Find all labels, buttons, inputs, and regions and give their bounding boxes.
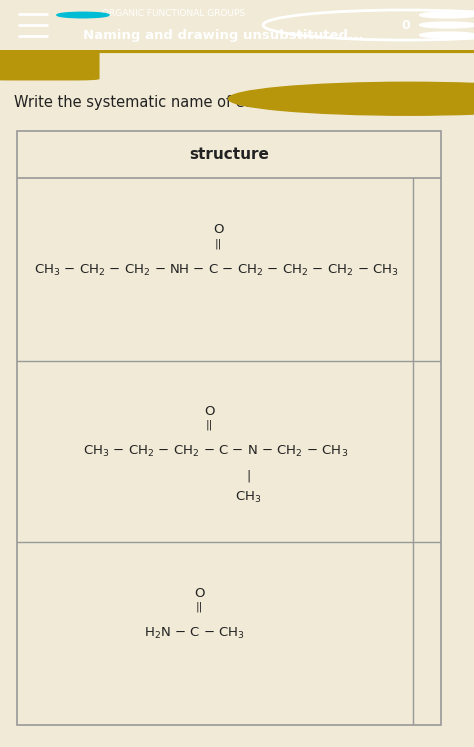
Text: ||: || bbox=[195, 602, 202, 613]
Circle shape bbox=[57, 12, 109, 18]
Text: $\mathregular{CH_3}$ $-$ $\mathregular{CH_2}$ $-$ $\mathregular{CH_2}$ $-$ $\mat: $\mathregular{CH_3}$ $-$ $\mathregular{C… bbox=[34, 263, 398, 278]
Text: O: O bbox=[213, 223, 223, 236]
Circle shape bbox=[419, 32, 474, 38]
Text: 0: 0 bbox=[401, 19, 410, 31]
Text: $\mathregular{CH_3}$: $\mathregular{CH_3}$ bbox=[235, 490, 262, 505]
Text: v: v bbox=[37, 58, 48, 73]
Text: $\mathregular{CH_3}$ $-$ $\mathregular{CH_2}$ $-$ $\mathregular{CH_2}$ $-$ $\mat: $\mathregular{CH_3}$ $-$ $\mathregular{C… bbox=[83, 444, 348, 459]
FancyBboxPatch shape bbox=[0, 52, 100, 81]
Text: Write the systematic name of each organic molecule:: Write the systematic name of each organi… bbox=[14, 95, 407, 110]
Text: Naming and drawing unsubstituted...: Naming and drawing unsubstituted... bbox=[83, 28, 364, 42]
Text: ||: || bbox=[214, 238, 222, 249]
Text: ORGANIC FUNCTIONAL GROUPS: ORGANIC FUNCTIONAL GROUPS bbox=[102, 9, 245, 18]
Circle shape bbox=[419, 12, 474, 18]
Text: 0: 0 bbox=[404, 92, 413, 105]
Circle shape bbox=[419, 22, 474, 28]
Text: |: | bbox=[246, 469, 250, 483]
Text: structure: structure bbox=[189, 147, 269, 162]
Text: ||: || bbox=[206, 419, 213, 430]
Text: O: O bbox=[194, 587, 204, 600]
Circle shape bbox=[228, 82, 474, 115]
Text: O: O bbox=[204, 405, 215, 418]
Text: $\mathregular{H_2N}$ $-$ $\mathregular{C}$ $-$ $\mathregular{CH_3}$: $\mathregular{H_2N}$ $-$ $\mathregular{C… bbox=[144, 626, 245, 641]
